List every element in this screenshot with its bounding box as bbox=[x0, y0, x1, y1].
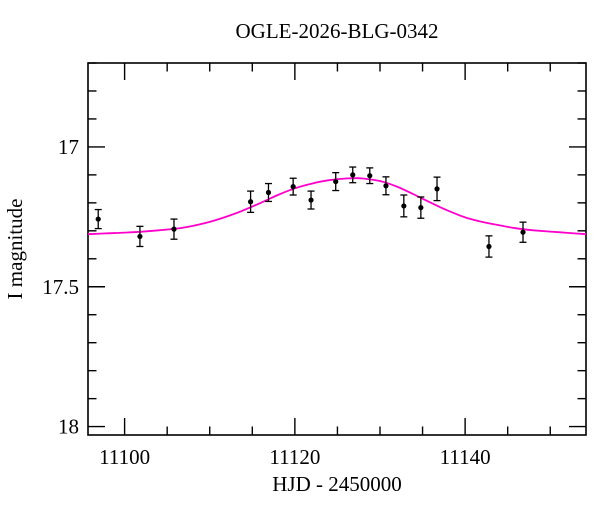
chart-title: OGLE-2026-BLG-0342 bbox=[236, 19, 439, 43]
data-point bbox=[247, 190, 255, 214]
plot-frame bbox=[87, 62, 587, 436]
data-point bbox=[400, 194, 408, 218]
data-point bbox=[264, 182, 272, 203]
model-curve-path bbox=[87, 177, 587, 236]
data-point bbox=[349, 166, 357, 184]
data-points bbox=[94, 166, 527, 258]
data-point bbox=[519, 221, 527, 243]
model-curve bbox=[87, 177, 587, 236]
x-axis-label: HJD - 2450000 bbox=[272, 472, 402, 496]
axis-ticks: 11100 11120 11140 17 17.5 18 bbox=[42, 62, 586, 469]
data-point bbox=[289, 177, 297, 196]
data-point bbox=[136, 225, 144, 248]
data-point bbox=[366, 167, 374, 185]
x-tick-label: 11140 bbox=[440, 445, 491, 469]
x-tick-label: 11100 bbox=[99, 445, 150, 469]
data-point bbox=[485, 235, 493, 258]
y-tick-label: 17 bbox=[58, 135, 79, 159]
data-point bbox=[307, 190, 315, 210]
y-tick-label: 17.5 bbox=[42, 275, 79, 299]
data-point bbox=[94, 208, 102, 230]
data-point bbox=[417, 196, 425, 219]
data-point bbox=[170, 218, 178, 240]
y-tick-label: 18 bbox=[58, 415, 79, 439]
data-point bbox=[332, 171, 340, 192]
y-axis-label: I magnitude bbox=[3, 199, 27, 300]
x-tick-label: 11120 bbox=[269, 445, 320, 469]
data-point bbox=[433, 176, 441, 202]
data-point bbox=[382, 176, 390, 196]
